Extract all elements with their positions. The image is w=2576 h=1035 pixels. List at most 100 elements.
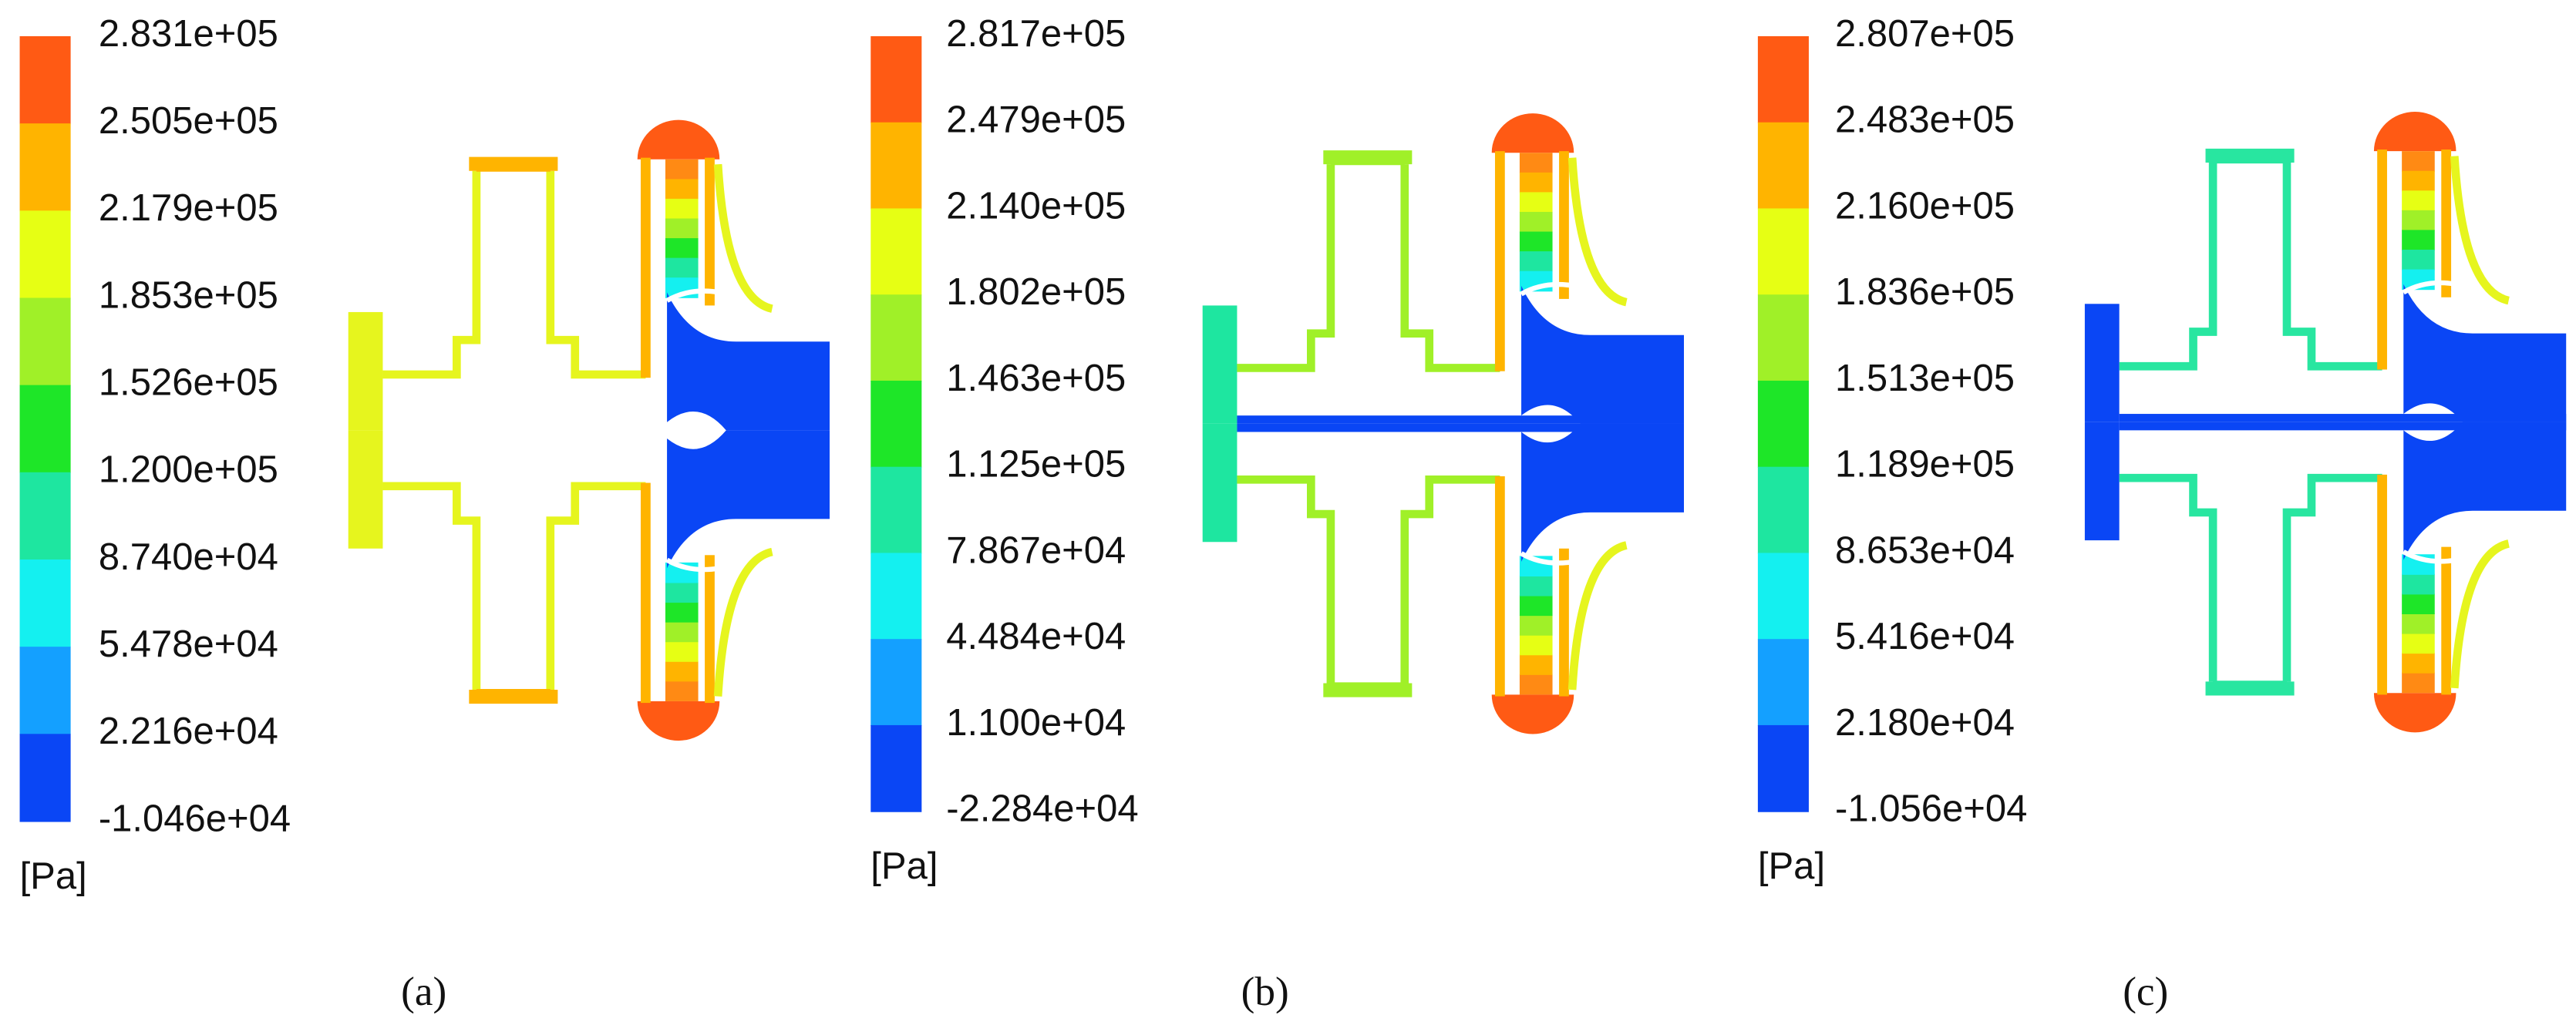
impeller-band [665,660,699,682]
color-band [870,294,922,382]
legend-label: -1.056e+04 [1835,788,2027,830]
impeller-band [665,179,699,200]
impeller-band [2402,653,2435,674]
color-band [19,297,71,386]
inner-strip [1559,151,1569,299]
legend-label: 2.479e+05 [946,99,1126,141]
blade [1567,157,1628,307]
labyrinth [1237,164,1500,372]
outer-strip [640,157,651,378]
gap [1520,551,1574,566]
impeller-band [665,198,699,220]
legend-label: 2.483e+05 [1835,99,2015,141]
impeller-band [2402,613,2435,634]
impeller-band [1519,172,1553,193]
hub [667,292,830,431]
shaft [2119,414,2567,422]
impeller-band [1519,231,1553,253]
blade [2450,156,2510,305]
color-band [870,466,922,554]
impeller-band [1519,211,1553,233]
color-band [19,472,71,561]
color-band [870,380,922,468]
impeller-band [2402,151,2435,172]
labyrinth [2119,163,2382,371]
outer-strip [640,482,651,704]
legend-label: 2.831e+05 [99,13,278,55]
impeller-band [665,621,699,643]
impeller-band [2402,170,2435,192]
impeller-band [2402,633,2435,654]
outer-strip [2377,474,2387,695]
color-band [19,123,71,212]
impeller-band [1519,615,1553,636]
color-band [19,210,71,299]
gap [665,288,720,303]
impeller-band [1519,153,1553,173]
legend-label: 7.867e+04 [946,529,1126,571]
inner-strip [2441,150,2452,297]
impeller-band [2402,593,2435,615]
legend-label: 1.100e+04 [946,702,1126,744]
hub [2403,422,2567,560]
hub [1521,285,1685,424]
half [2084,422,2567,733]
half [1202,423,1685,734]
color-band [870,35,922,123]
color-band [19,385,71,473]
legend-label: 2.179e+05 [99,187,278,229]
inner-strip [705,157,715,306]
color-band [1757,122,1809,210]
impeller-band [1519,595,1553,617]
legend-label: 1.513e+05 [1835,358,2015,399]
impeller-band [1519,654,1553,675]
left-block [348,311,383,431]
impeller-band [665,159,699,180]
caption: (c) [2123,969,2168,1014]
contour-plot [348,119,830,741]
impeller-band [1519,575,1553,596]
impeller-band [665,602,699,623]
impeller-band [665,582,699,603]
impeller-band [665,218,699,240]
impeller-band [1519,634,1553,656]
contour-plot [1202,113,1685,734]
legend-label: 2.817e+05 [946,13,1126,55]
impeller-band [665,641,699,662]
inner-strip [2441,546,2452,695]
labyrinth-box [1323,682,1413,697]
impeller-band [665,680,699,701]
legend-label: -1.046e+04 [99,798,291,839]
labyrinth-box [469,688,558,704]
color-band [1757,208,1809,296]
caption: (b) [1241,969,1289,1014]
labyrinth [382,482,646,691]
half [348,119,830,431]
impeller-band [2402,230,2435,251]
legend-label: 5.416e+04 [1835,616,2015,657]
impeller-band [1519,674,1553,695]
gap [665,557,720,573]
cap [2373,111,2456,152]
cap [1491,113,1574,153]
labyrinth-box [1323,150,1413,166]
hub [2403,284,2567,422]
legend-label: 1.836e+05 [1835,271,2015,313]
left-block [2084,422,2120,541]
legend-label: 2.216e+04 [99,711,278,752]
legend-unit: [Pa] [870,845,938,887]
labyrinth [382,170,646,379]
color-band [870,553,922,640]
impeller-band [665,257,699,279]
shaft [2119,422,2567,431]
color-band [870,724,922,812]
color-band [1757,294,1809,382]
legend-label: 2.807e+05 [1835,13,2015,55]
color-band [1757,724,1809,812]
legend-label: 8.740e+04 [99,536,278,578]
colorbar: 2.807e+05 2.483e+05 2.160e+05 1.836e+05 1.51… [1757,13,2027,887]
color-band [1757,466,1809,554]
legend-label: 1.463e+05 [946,358,1126,399]
half [348,430,830,741]
legend-unit: [Pa] [20,855,87,897]
